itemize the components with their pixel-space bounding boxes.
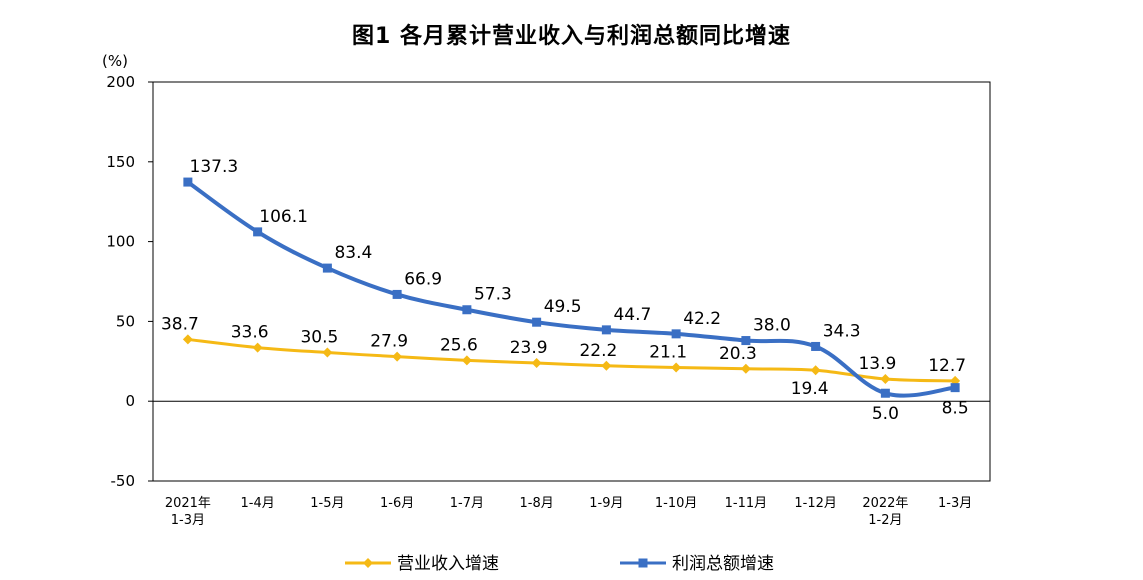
plot-area-frame	[152, 81, 991, 482]
profit-data-label: 34.3	[823, 321, 861, 341]
y-tick-label: -50	[111, 472, 136, 490]
revenue-data-label: 13.9	[858, 354, 896, 374]
profit-data-label: 8.5	[942, 399, 969, 419]
revenue-data-label: 21.1	[649, 343, 687, 363]
profit-data-point	[601, 325, 611, 335]
revenue-data-point	[322, 347, 333, 358]
revenue-data-label: 22.2	[579, 341, 617, 361]
revenue-data-label: 38.7	[161, 314, 199, 334]
x-category-label: 1-3月	[171, 513, 205, 528]
y-axis-unit-label: (%)	[102, 52, 128, 70]
x-category-label: 1-11月	[725, 496, 768, 511]
y-tick-label: 200	[106, 73, 135, 91]
profit-data-label: 38.0	[753, 316, 791, 336]
revenue-data-point	[461, 355, 472, 366]
legend-marker-profit	[638, 558, 648, 568]
profit-data-label: 106.1	[259, 207, 308, 227]
profit-data-point	[183, 177, 193, 187]
profit-data-label: 49.5	[544, 297, 582, 317]
x-category-label: 1-5月	[310, 496, 344, 511]
revenue-data-point	[392, 351, 403, 362]
profit-data-point	[322, 263, 332, 273]
profit-data-label: 66.9	[404, 269, 442, 289]
x-category-label: 1-12月	[794, 496, 837, 511]
series-line-revenue	[187, 337, 956, 383]
revenue-data-point	[601, 360, 612, 371]
revenue-data-point	[671, 362, 682, 373]
profit-data-point	[811, 341, 821, 351]
x-category-label: 2022年	[862, 496, 908, 511]
revenue-data-label: 23.9	[510, 338, 548, 358]
x-category-label: 1-7月	[450, 496, 484, 511]
revenue-data-point	[531, 358, 542, 369]
legend-label-revenue: 营业收入增速	[397, 554, 499, 574]
revenue-data-label: 30.5	[300, 328, 338, 348]
profit-data-point	[392, 289, 402, 299]
series-line-profit	[186, 180, 956, 398]
y-tick-label: 150	[106, 153, 135, 171]
x-category-label: 1-4月	[241, 496, 275, 511]
x-category-label: 1-3月	[938, 496, 972, 511]
x-category-label: 1-10月	[655, 496, 698, 511]
revenue-data-label: 33.6	[231, 323, 269, 343]
revenue-data-label: 12.7	[928, 356, 966, 376]
profit-data-label: 44.7	[613, 305, 651, 325]
revenue-data-point	[252, 342, 263, 353]
profit-data-label: 83.4	[334, 243, 372, 263]
y-tick-label: 50	[116, 312, 135, 330]
revenue-data-label: 27.9	[370, 332, 408, 352]
profit-data-point	[741, 336, 751, 346]
profit-data-point	[671, 329, 681, 339]
revenue-data-point	[740, 363, 751, 374]
x-category-label: 1-2月	[868, 513, 902, 528]
x-category-label: 1-9月	[589, 496, 623, 511]
y-tick-label: 100	[106, 233, 135, 251]
profit-data-point	[880, 388, 890, 398]
x-category-label: 2021年	[165, 496, 211, 511]
profit-data-label: 42.2	[683, 309, 721, 329]
x-category-label: 1-8月	[520, 496, 554, 511]
profit-data-point	[462, 305, 472, 315]
profit-data-point	[950, 383, 960, 393]
revenue-data-point	[880, 374, 891, 385]
profit-data-point	[532, 317, 542, 327]
y-tick-label: 0	[125, 392, 135, 410]
profit-data-label: 137.3	[190, 157, 239, 177]
revenue-data-label: 20.3	[719, 344, 757, 364]
profit-data-label: 5.0	[872, 404, 899, 424]
revenue-data-point	[810, 365, 821, 376]
x-category-label: 1-6月	[380, 496, 414, 511]
profit-data-label: 57.3	[474, 285, 512, 305]
revenue-data-point	[182, 334, 193, 345]
chart-title: 图1 各月累计营业收入与利润总额同比增速	[352, 24, 791, 49]
legend-label-profit: 利润总额增速	[672, 554, 774, 574]
revenue-data-label: 25.6	[440, 335, 478, 355]
profit-data-point	[253, 227, 263, 237]
revenue-data-label: 19.4	[791, 379, 829, 399]
legend-marker-revenue	[363, 558, 373, 568]
